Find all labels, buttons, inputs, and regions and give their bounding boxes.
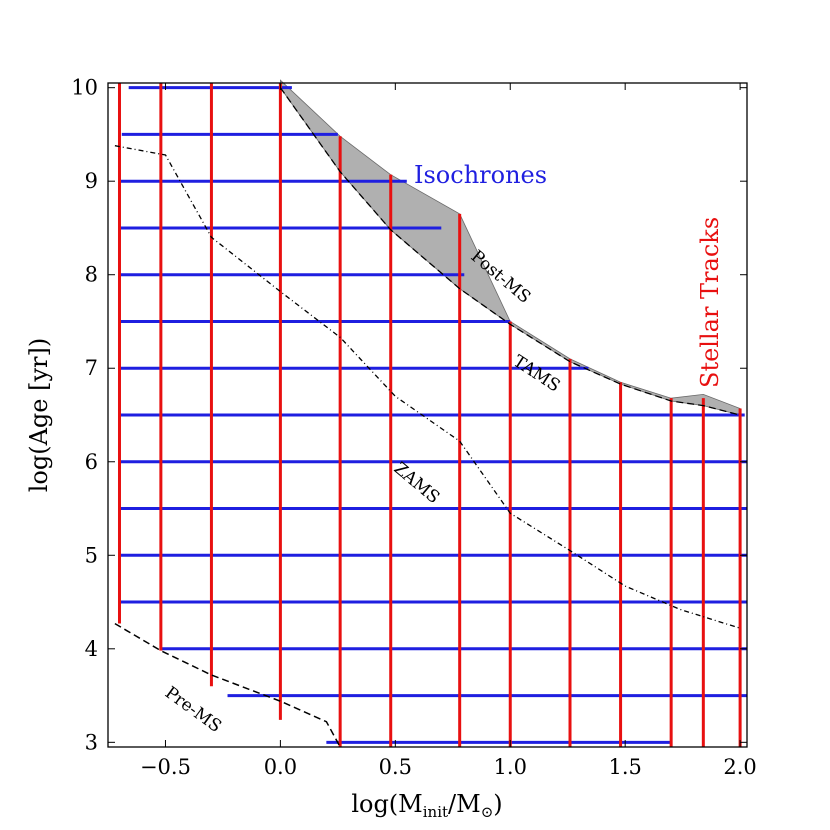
x-tick-label: 0.0 xyxy=(264,755,297,779)
y-tick-label: 9 xyxy=(85,169,98,193)
x-axis-label: log(Minit/M⊙) xyxy=(351,790,502,821)
y-tick-label: 8 xyxy=(85,263,98,287)
boundary-curves xyxy=(114,87,741,748)
pre-ms-curve xyxy=(114,622,341,748)
x-axis-label-sub: init xyxy=(423,803,448,821)
y-axis-label: log(Age [yr]) xyxy=(25,338,53,493)
y-tick-label: 7 xyxy=(85,356,98,380)
x-tick-label: 1.5 xyxy=(608,755,641,779)
x-axis-label-end: ) xyxy=(493,790,502,818)
y-tick-label: 3 xyxy=(85,730,98,754)
x-axis-label-sun: ⊙ xyxy=(481,803,494,821)
y-tick-label: 10 xyxy=(71,76,98,100)
y-tick-label: 4 xyxy=(85,637,98,661)
x-tick-label: 0.5 xyxy=(379,755,412,779)
stellar-tracks-label: Stellar Tracks xyxy=(696,217,724,388)
x-axis-label-mid: /M xyxy=(448,790,481,818)
post-ms-curve xyxy=(279,87,741,416)
x-tick-label: 2.0 xyxy=(723,755,756,779)
zams-curve xyxy=(114,145,741,629)
x-tick-label: 1.0 xyxy=(494,755,527,779)
stellar-track-lines xyxy=(117,83,742,747)
isochrone-lines xyxy=(119,86,747,744)
x-axis-label-main: log(M xyxy=(351,790,422,818)
plot-frame xyxy=(107,82,748,748)
y-tick-label: 6 xyxy=(85,450,98,474)
isochrones-label: Isochrones xyxy=(414,161,547,189)
axis-ticks: −0.5 0.0 0.5 1.0 1.5 2.0 3 4 5 6 7 8 9 10 xyxy=(71,76,757,779)
y-tick-label: 5 xyxy=(85,543,98,567)
x-tick-label: −0.5 xyxy=(140,755,191,779)
